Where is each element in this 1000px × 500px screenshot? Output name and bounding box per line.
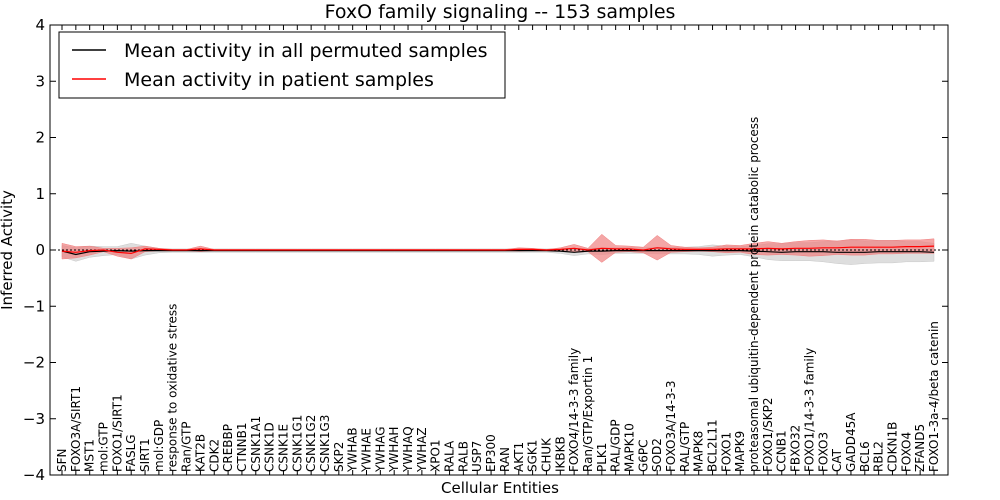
y-tick-label: −2 (23, 354, 45, 372)
y-tick-label: −1 (23, 297, 45, 315)
x-tick-label: YWHAB (346, 427, 360, 473)
x-tick-label: CCNB1 (775, 430, 789, 472)
x-tick-label: BCL2L11 (706, 419, 720, 472)
legend-label-permuted: Mean activity in all permuted samples (124, 40, 487, 62)
x-tick-label: KAT2B (193, 434, 207, 472)
x-tick-label: FASLG (124, 434, 138, 472)
x-tick-label: Ran/GTP/Exportin 1 (581, 356, 595, 472)
x-tick-label: YWHAQ (401, 426, 415, 473)
x-tick-label: BCL6 (858, 441, 872, 472)
x-tick-label: Ran/GTP (180, 421, 194, 472)
x-tick-label: FOXO3A/14-3-3 (664, 380, 678, 472)
y-tick-label: 3 (35, 72, 45, 90)
x-axis-label: Cellular Entities (441, 479, 559, 497)
x-tick-label: MAPK9 (733, 431, 747, 472)
x-tick-label: FOXO1-3a-4/beta catenin (927, 321, 941, 472)
x-tick-label: USP7 (470, 441, 484, 472)
x-tick-label: RALB (456, 441, 470, 472)
x-tick-label: YWHAG (373, 426, 387, 473)
x-tick-label: SGK1 (526, 440, 540, 472)
x-tick-label: RBL2 (872, 441, 886, 472)
x-tick-label: CSNK1G3 (318, 415, 332, 472)
x-tick-label: FOXO1 (719, 432, 733, 472)
x-tick-label: FOXO4 (899, 432, 913, 472)
x-tick-label: proteasomal ubiquitin-dependent protein … (747, 117, 761, 472)
x-tick-label: SOD2 (650, 438, 664, 472)
x-tick-label: CREBBP (221, 424, 235, 472)
y-tick-label: −3 (23, 410, 45, 428)
x-tick-label: YWHAE (360, 428, 374, 473)
x-tick-label: MST1 (83, 439, 97, 472)
legend-label-patient: Mean activity in patient samples (124, 69, 434, 91)
x-tick-label: XPO1 (429, 439, 443, 472)
x-tick-label: mol:GTP (97, 422, 111, 472)
x-tick-label: MAPK10 (623, 423, 637, 472)
x-tick-label: CSNK1D (263, 422, 277, 472)
chart-title: FoxO family signaling -- 153 samples (325, 1, 676, 23)
x-tick-label: GADD45A (844, 412, 858, 472)
x-tick-label: MAPK8 (692, 431, 706, 472)
x-tick-label: CSNK1E (277, 424, 291, 472)
x-tick-label: CHUK (539, 437, 553, 472)
y-tick-label: 4 (35, 16, 45, 34)
legend: Mean activity in all permuted samples Me… (58, 31, 506, 99)
y-axis-label: Inferred Activity (0, 190, 16, 310)
x-tick-label: FOXO3A/SIRT1 (69, 386, 83, 472)
x-tick-label: response to oxidative stress (166, 304, 180, 472)
x-tick-label: PLK1 (595, 443, 609, 472)
x-tick-label: RAN (498, 447, 512, 472)
y-tick-label: 1 (35, 185, 45, 203)
x-tick-label: mol:GDP (152, 420, 166, 472)
y-tick-label: 2 (35, 129, 45, 147)
x-tick-label: FBXO32 (789, 425, 803, 472)
y-tick-label: −4 (23, 466, 45, 484)
x-tick-label: SIRT1 (138, 438, 152, 472)
x-tick-label: CAT (830, 448, 844, 472)
x-tick-label: CDK2 (207, 439, 221, 472)
x-tick-label: AKT1 (512, 442, 526, 472)
x-tick-label: FOXO1/14-3-3 family (802, 348, 816, 472)
x-tick-label: CDKN1B (886, 422, 900, 472)
y-axis: −4 −3 −2 −1 0 1 2 3 4 (23, 16, 948, 484)
x-tick-label: SFN (55, 449, 69, 473)
x-tick-label: SKP2 (332, 442, 346, 472)
y-tick-label: 0 (35, 241, 45, 259)
confidence-band-permuted (61, 239, 935, 265)
x-tick-label: RAL/GDP (609, 419, 623, 472)
x-tick-label: IKBKB (553, 436, 567, 472)
x-tick-label: FOXO1/SIRT1 (110, 394, 124, 472)
x-tick-label: CSNK1G2 (304, 415, 318, 472)
x-tick-label: FOXO3 (816, 432, 830, 472)
x-tick-label: RALA (443, 440, 457, 472)
x-tick-label: G6PC (636, 439, 650, 472)
x-tick-label: CSNK1A1 (249, 416, 263, 472)
x-tick-label: EP300 (484, 434, 498, 472)
x-tick-label: CSNK1G1 (290, 415, 304, 472)
plot-frame (49, 24, 949, 476)
x-tick-label: ZFAND5 (913, 424, 927, 472)
x-tick-label: FOXO4/14-3-3 family (567, 348, 581, 472)
series-lines (61, 245, 935, 256)
x-tick-label: CTNNB1 (235, 422, 249, 472)
x-tick-label: RAL/GTP (678, 422, 692, 472)
series-line-patient (61, 245, 935, 255)
x-tick-label: FOXO1/SKP2 (761, 397, 775, 472)
legend-box (58, 31, 506, 99)
x-axis-entities: SFN FOXO3A/SIRT1 MST1 mol:GTP FOXO1/SIRT1 FAS… (55, 25, 941, 475)
x-tick-label: YWHAZ (415, 427, 429, 473)
x-tick-label: YWHAH (387, 427, 401, 473)
